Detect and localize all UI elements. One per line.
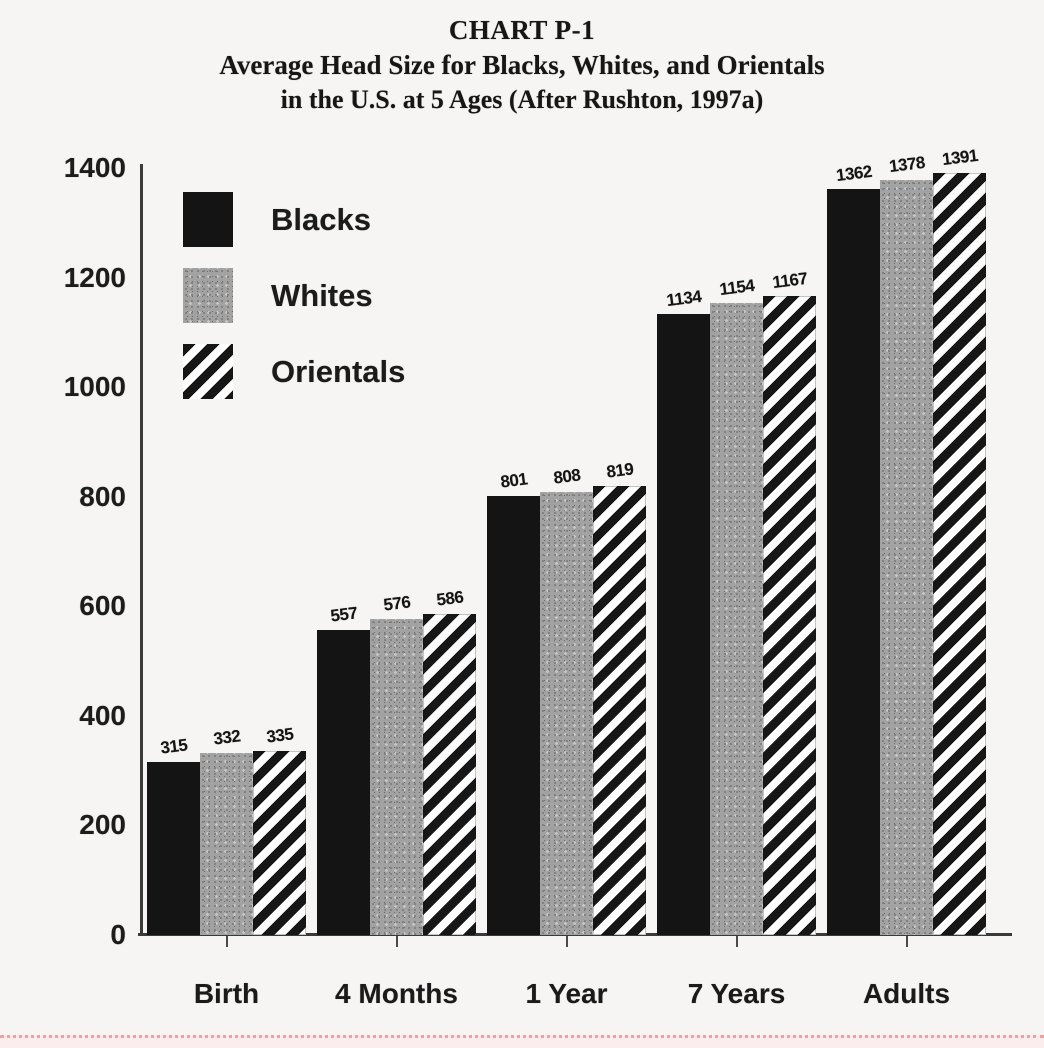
legend-item-blacks: Blacks [183,192,405,247]
bar-blacks-birth [147,762,200,935]
x-axis-label-birth: Birth [193,978,260,1009]
bar-blacks-1-year [487,496,540,935]
legend-label-orientals: Orientals [271,353,406,389]
scan-artifact-dotted-line [0,1035,1044,1048]
chart-subtitle-line2: in the U.S. at 5 Ages (After Rushton, 19… [280,85,764,114]
x-axis-label-1-year: 1 Year [525,978,608,1009]
legend-item-orientals: Orientals [183,344,405,399]
bar-orientals-1-year [593,486,646,935]
x-axis-tick-1-year [565,936,568,947]
x-axis-label-adults: Adults [862,978,951,1009]
x-axis-label-4-months: 4 Months [335,978,458,1009]
legend-label-whites: Whites [271,277,373,313]
legend: Blacks Whites Orientals [183,192,405,420]
y-axis-tick-label-1400: 1400 [63,152,126,183]
chart-title-block: CHART P-1 Average Head Size for Blacks, … [0,12,1044,116]
y-axis-tick-label-600: 600 [79,590,126,622]
bar-orientals-adults [933,173,986,935]
bar-whites-birth [200,753,253,935]
legend-label-blacks: Blacks [271,201,371,237]
x-axis-tick-birth [225,936,228,947]
x-axis-tick-7-years [735,936,738,947]
chart-subtitle-line1: Average Head Size for Blacks, Whites, an… [219,50,825,80]
bar-value-label: 819 [604,459,634,482]
y-axis-tick-label-1000: 1000 [63,371,126,403]
chart-title: CHART P-1 [448,15,596,45]
diagonal-stripes-swatch-icon [183,344,233,399]
x-axis-tick-4-months [395,936,398,947]
y-axis-tick-label-1200: 1200 [63,261,126,293]
y-axis-tick-label-400: 400 [79,699,126,731]
bar-whites-adults [880,180,933,935]
legend-item-whites: Whites [183,268,405,323]
bar-value-label: 1167 [770,268,808,293]
y-axis-tick-label-0: 0 [110,919,126,950]
speckled-gray-swatch-icon [183,268,233,323]
y-axis [140,164,143,936]
y-axis-tick-label-800: 800 [79,480,126,512]
bar-value-label: 1391 [940,145,979,170]
bar-value-label: 586 [434,587,464,610]
bar-orientals-4-months [423,614,476,935]
bar-orientals-7-years [763,296,816,935]
bar-whites-7-years [710,303,763,935]
bar-whites-1-year [540,492,593,935]
y-axis-tick-label-200: 200 [79,809,126,841]
bar-whites-4-months [370,619,423,935]
bar-blacks-7-years [657,314,710,935]
bar-blacks-adults [827,189,880,935]
x-axis-tick-adults [905,936,908,947]
x-axis-label-7-years: 7 Years [687,978,786,1009]
bar-blacks-4-months [317,630,370,935]
bar-orientals-birth [253,751,306,935]
solid-black-swatch-icon [183,192,233,247]
